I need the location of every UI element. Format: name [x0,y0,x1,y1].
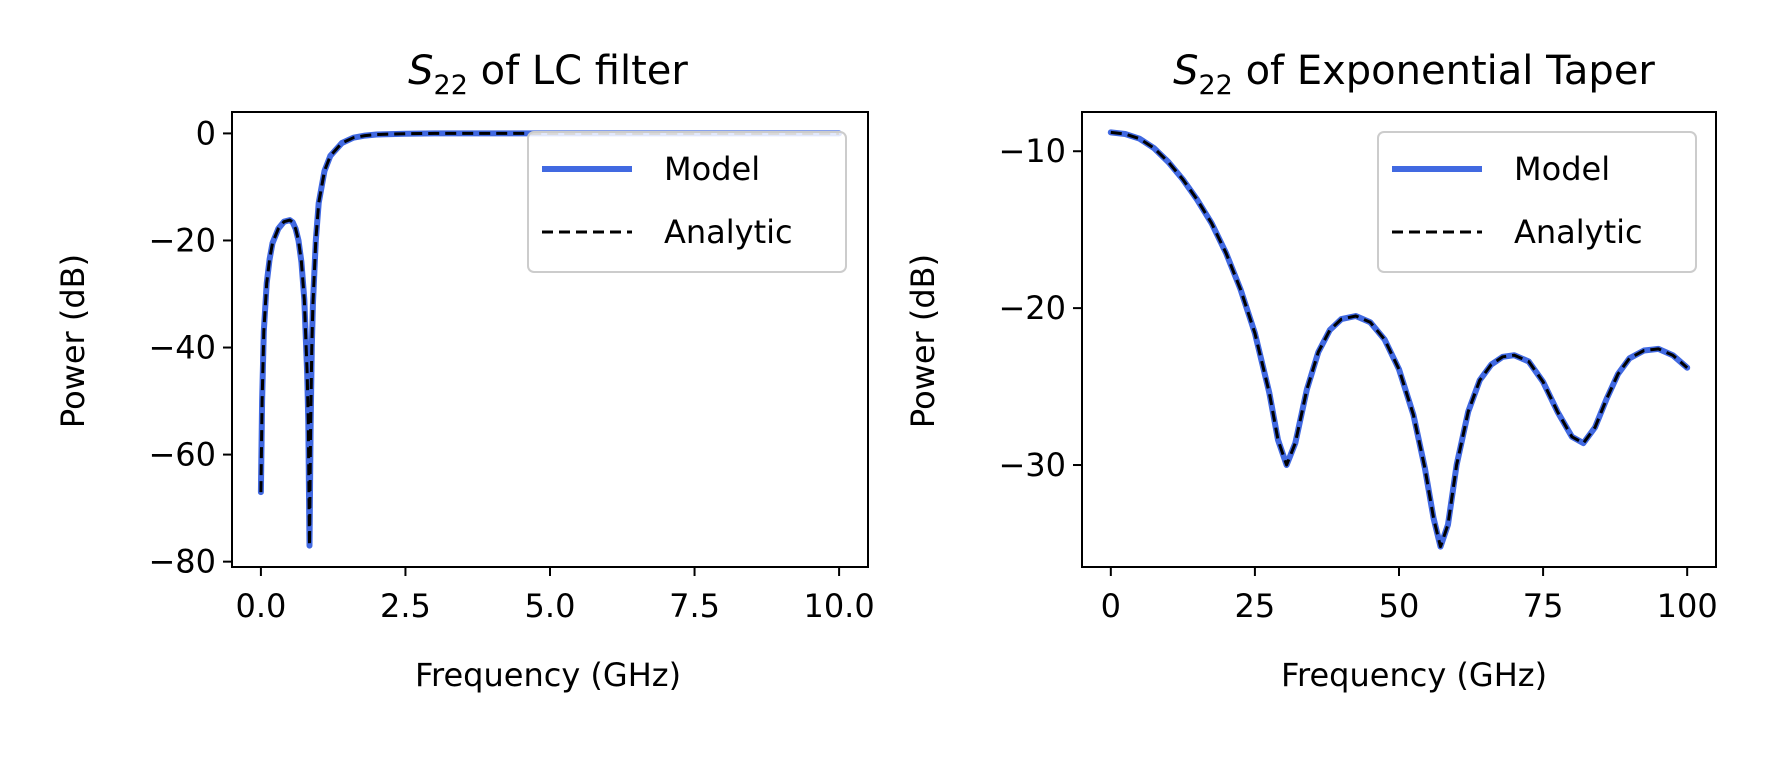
legend-analytic-label: Analytic [664,213,793,251]
x-tick-label: 2.5 [380,587,431,625]
series-layer [257,130,843,549]
x-axis-label: Frequency (GHz) [1281,656,1547,694]
x-ticks: 0 25 50 75 100 [1101,567,1718,625]
x-tick-label: 7.5 [669,587,720,625]
title-subscript: 22 [434,70,468,101]
chart-title: S22 of LC filter [408,48,688,101]
chart-title: S22 of Exponential Taper [1173,48,1655,101]
x-tick-label: 75 [1523,587,1564,625]
y-axis-label: Power (dB) [54,254,92,428]
x-tick-label: 25 [1235,587,1276,625]
title-symbol: S [1173,48,1198,94]
y-tick-label: −60 [148,436,216,474]
series-line-analytic [259,131,840,548]
y-tick-label: −20 [998,289,1066,327]
legend-model-label: Model [1514,150,1610,188]
y-tick-label: −10 [998,132,1066,170]
y-tick-label: −30 [998,446,1066,484]
x-tick-label: 50 [1379,587,1420,625]
x-tick-label: 5.0 [525,587,576,625]
title-text: of LC filter [468,48,689,94]
x-tick-label: 0.0 [235,587,286,625]
y-axis-label: Power (dB) [904,254,942,428]
x-axis-label: Frequency (GHz) [415,656,681,694]
chart-exponential-taper: S22 of Exponential Taper 0 25 50 75 100 −10−… [904,48,1718,694]
title-subscript: 22 [1199,70,1233,101]
x-tick-label: 100 [1657,587,1718,625]
x-tick-label: 0 [1101,587,1121,625]
series-line-analytic [1110,130,1689,549]
chart-lc-filter: S22 of LC filter 0.0 2.5 5.0 7.5 10.0 0 −20 −4… [54,48,875,694]
y-tick-label: −80 [148,543,216,581]
y-tick-label: 0 [196,114,216,152]
y-ticks: −10 −20 −30 [998,132,1082,484]
legend: Model Analytic [1377,131,1697,273]
legend: Model Analytic [527,131,847,273]
series-layer [1107,129,1691,550]
x-tick-label: 10.0 [803,587,874,625]
title-symbol: S [408,48,433,94]
y-ticks: 0 −20 −40 −60 −80 [148,114,232,581]
legend-analytic-label: Analytic [1514,213,1643,251]
x-ticks: 0.0 2.5 5.0 7.5 10.0 [235,567,875,625]
title-text: of Exponential Taper [1233,48,1656,94]
legend-model-label: Model [664,150,760,188]
y-tick-label: −40 [148,329,216,367]
y-tick-label: −20 [148,221,216,259]
